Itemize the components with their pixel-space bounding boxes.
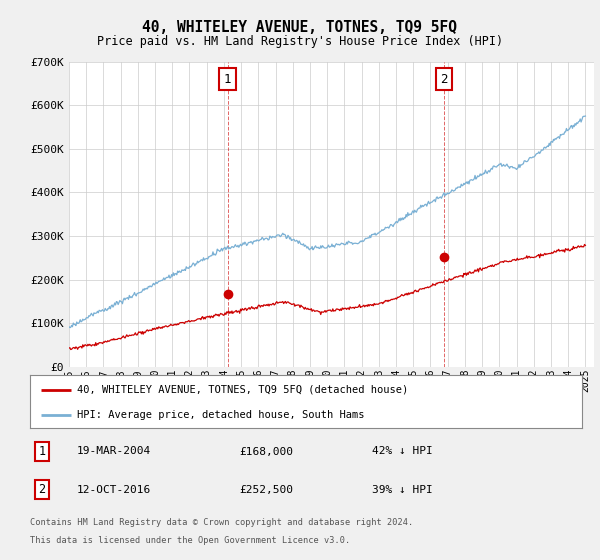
Text: 1: 1 bbox=[38, 445, 46, 458]
Text: HPI: Average price, detached house, South Hams: HPI: Average price, detached house, Sout… bbox=[77, 410, 364, 420]
Text: 39% ↓ HPI: 39% ↓ HPI bbox=[372, 484, 433, 494]
Text: 40, WHITELEY AVENUE, TOTNES, TQ9 5FQ (detached house): 40, WHITELEY AVENUE, TOTNES, TQ9 5FQ (de… bbox=[77, 385, 408, 395]
Text: Price paid vs. HM Land Registry's House Price Index (HPI): Price paid vs. HM Land Registry's House … bbox=[97, 35, 503, 48]
Text: £252,500: £252,500 bbox=[240, 484, 294, 494]
Text: Contains HM Land Registry data © Crown copyright and database right 2024.: Contains HM Land Registry data © Crown c… bbox=[30, 518, 413, 527]
Text: 42% ↓ HPI: 42% ↓ HPI bbox=[372, 446, 433, 456]
Text: This data is licensed under the Open Government Licence v3.0.: This data is licensed under the Open Gov… bbox=[30, 536, 350, 545]
Text: 1: 1 bbox=[224, 73, 231, 86]
Text: 19-MAR-2004: 19-MAR-2004 bbox=[77, 446, 151, 456]
Text: £168,000: £168,000 bbox=[240, 446, 294, 456]
Text: 2: 2 bbox=[440, 73, 448, 86]
Text: 12-OCT-2016: 12-OCT-2016 bbox=[77, 484, 151, 494]
Text: 2: 2 bbox=[38, 483, 46, 496]
Text: 40, WHITELEY AVENUE, TOTNES, TQ9 5FQ: 40, WHITELEY AVENUE, TOTNES, TQ9 5FQ bbox=[143, 20, 458, 35]
